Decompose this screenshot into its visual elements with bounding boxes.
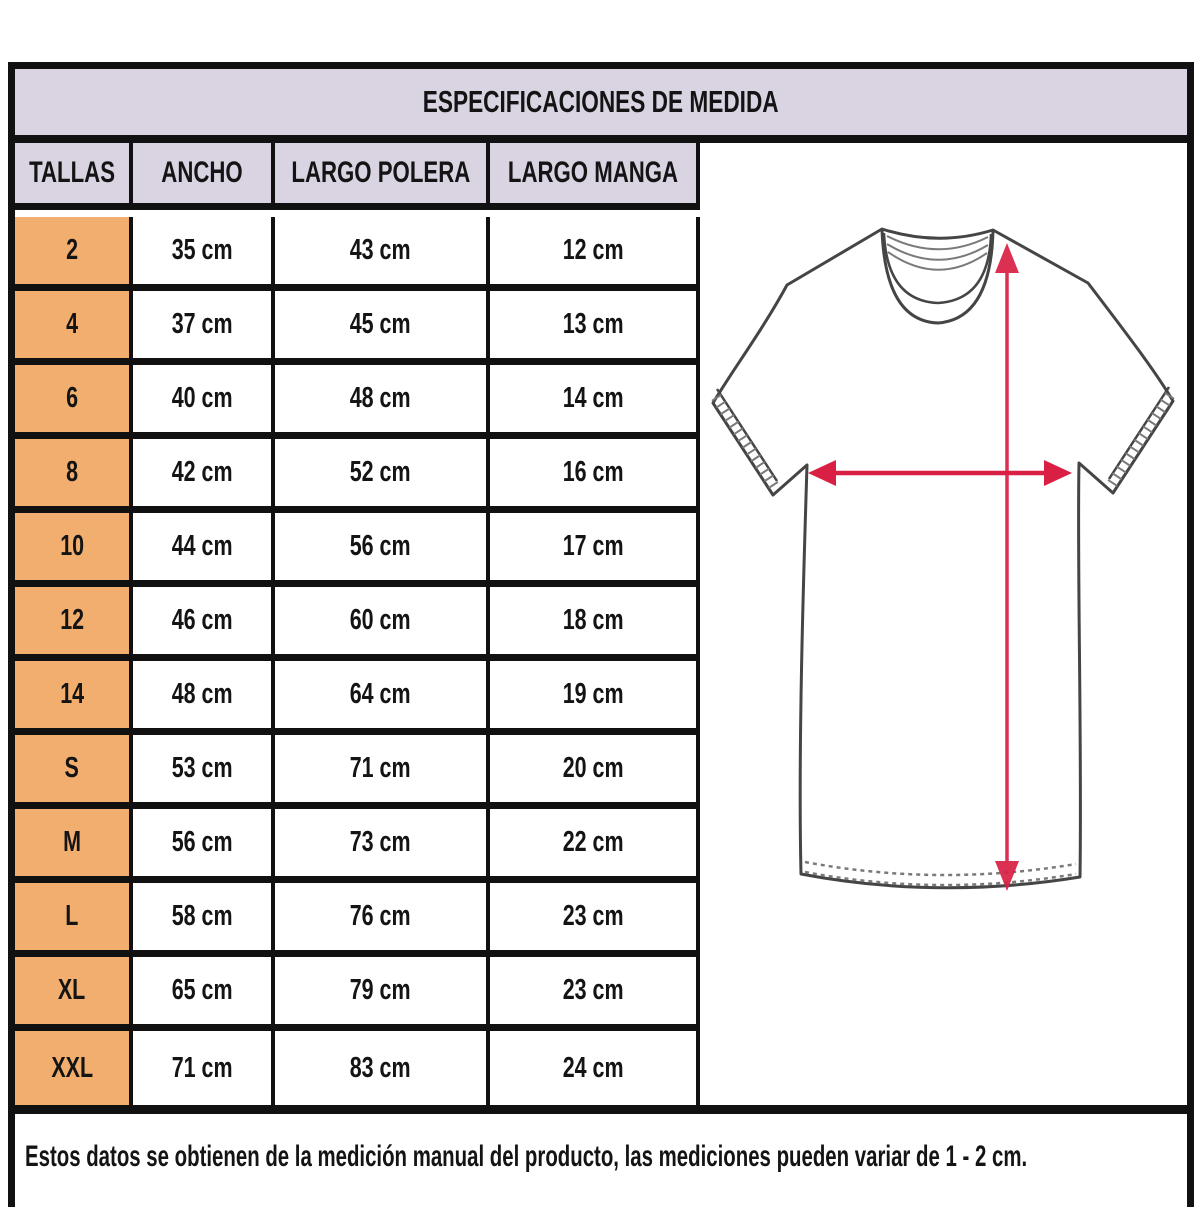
column-header-ancho: ANCHO xyxy=(133,143,275,210)
collar-ribbing xyxy=(886,235,989,271)
note-text: Estos datos se obtienen de la medición m… xyxy=(25,1140,1028,1173)
left-cuff xyxy=(711,388,781,493)
neckband xyxy=(880,228,995,325)
largo-polera-cell: 83 cm xyxy=(275,1031,490,1105)
size-cell: XL xyxy=(15,957,133,1031)
spec-table: ESPECIFICACIONES DE MEDIDA TALLAS ANCHO … xyxy=(8,62,1194,1207)
largo-polera-cell: 71 cm xyxy=(275,735,490,809)
column-header-largo-manga: LARGO MANGA xyxy=(490,143,700,210)
largo-polera-cell: 60 cm xyxy=(275,587,490,661)
size-cell: 8 xyxy=(15,439,133,513)
largo-manga-cell: 24 cm xyxy=(490,1031,700,1105)
largo-manga-cell: 19 cm xyxy=(490,661,700,735)
largo-manga-cell: 18 cm xyxy=(490,587,700,661)
size-cell: 4 xyxy=(15,291,133,365)
note-row: Estos datos se obtienen de la medición m… xyxy=(15,1114,1187,1174)
largo-polera-cell: 76 cm xyxy=(275,883,490,957)
tshirt-measurement-diagram xyxy=(711,227,1175,891)
page-title: ESPECIFICACIONES DE MEDIDA xyxy=(423,84,779,119)
ancho-cell: 71 cm xyxy=(133,1031,275,1105)
largo-polera-cell: 73 cm xyxy=(275,809,490,883)
largo-manga-cell: 14 cm xyxy=(490,365,700,439)
largo-manga-cell: 22 cm xyxy=(490,809,700,883)
tshirt-diagram-cell xyxy=(700,143,1187,1105)
table-content: TALLAS ANCHO LARGO POLERA LARGO MANGA 2 … xyxy=(15,143,1187,1114)
largo-polera-cell: 52 cm xyxy=(275,439,490,513)
size-cell: 12 xyxy=(15,587,133,661)
ancho-cell: 48 cm xyxy=(133,661,275,735)
largo-polera-cell: 45 cm xyxy=(275,291,490,365)
largo-polera-cell: 79 cm xyxy=(275,957,490,1031)
ancho-cell: 42 cm xyxy=(133,439,275,513)
size-cell: 2 xyxy=(15,217,133,291)
ancho-cell: 65 cm xyxy=(133,957,275,1031)
ancho-cell: 53 cm xyxy=(133,735,275,809)
size-cell: L xyxy=(15,883,133,957)
ancho-cell: 56 cm xyxy=(133,809,275,883)
largo-polera-cell: 56 cm xyxy=(275,513,490,587)
ancho-cell: 46 cm xyxy=(133,587,275,661)
largo-manga-cell: 12 cm xyxy=(490,217,700,291)
size-cell: 14 xyxy=(15,661,133,735)
largo-manga-cell: 23 cm xyxy=(490,883,700,957)
ancho-cell: 40 cm xyxy=(133,365,275,439)
width-arrow xyxy=(808,460,1072,486)
column-header-tallas: TALLAS xyxy=(15,143,133,210)
right-cuff xyxy=(1105,386,1175,491)
largo-polera-cell: 48 cm xyxy=(275,365,490,439)
size-cell: M xyxy=(15,809,133,883)
size-cell: 6 xyxy=(15,365,133,439)
size-cell: 10 xyxy=(15,513,133,587)
size-cell: XXL xyxy=(15,1031,133,1105)
ancho-cell: 37 cm xyxy=(133,291,275,365)
size-grid: TALLAS ANCHO LARGO POLERA LARGO MANGA 2 … xyxy=(15,143,700,1105)
largo-polera-cell: 43 cm xyxy=(275,217,490,291)
largo-manga-cell: 20 cm xyxy=(490,735,700,809)
ancho-cell: 35 cm xyxy=(133,217,275,291)
size-cell: S xyxy=(15,735,133,809)
largo-polera-cell: 64 cm xyxy=(275,661,490,735)
largo-manga-cell: 16 cm xyxy=(490,439,700,513)
largo-manga-cell: 13 cm xyxy=(490,291,700,365)
ancho-cell: 58 cm xyxy=(133,883,275,957)
ancho-cell: 44 cm xyxy=(133,513,275,587)
tshirt-outline xyxy=(711,227,1175,890)
largo-manga-cell: 17 cm xyxy=(490,513,700,587)
title-bar: ESPECIFICACIONES DE MEDIDA xyxy=(15,69,1187,143)
length-arrow xyxy=(995,243,1019,891)
hem-stitching xyxy=(804,860,1077,887)
column-header-largo-polera: LARGO POLERA xyxy=(275,143,490,210)
largo-manga-cell: 23 cm xyxy=(490,957,700,1031)
